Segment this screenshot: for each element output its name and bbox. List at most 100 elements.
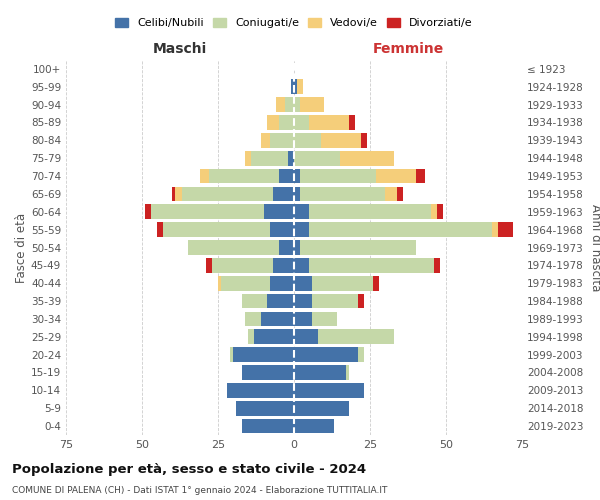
Bar [233,348,294,362]
Bar [397,186,403,201]
Y-axis label: Fasce di età: Fasce di età [15,212,28,282]
Bar [294,222,309,237]
Bar [236,401,294,415]
Bar [279,168,294,184]
Bar [294,98,300,112]
Bar [437,204,443,219]
Bar [242,365,294,380]
Bar [248,330,254,344]
Bar [242,294,266,308]
Text: Femmine: Femmine [373,42,443,56]
Bar [188,240,279,255]
Legend: Celibi/Nubili, Coniugati/e, Vedovi/e, Divorziati/e: Celibi/Nubili, Coniugati/e, Vedovi/e, Di… [111,13,477,32]
Bar [294,80,297,94]
Bar [319,330,394,344]
Bar [145,204,151,219]
Bar [276,98,285,112]
Bar [431,204,437,219]
Bar [294,312,312,326]
Bar [294,151,340,166]
Bar [209,168,279,184]
Y-axis label: Anni di nascita: Anni di nascita [589,204,600,291]
Bar [294,258,309,272]
Bar [269,276,294,290]
Bar [218,276,221,290]
Bar [349,115,355,130]
Bar [346,365,349,380]
Bar [300,240,416,255]
Bar [294,419,334,434]
Bar [260,312,294,326]
Bar [200,168,209,184]
Bar [358,294,364,308]
Bar [212,258,273,272]
Bar [309,204,431,219]
Bar [358,348,364,362]
Bar [163,222,269,237]
Bar [294,168,300,184]
Bar [434,258,440,272]
Bar [269,222,294,237]
Bar [300,168,376,184]
Bar [294,294,312,308]
Bar [230,348,233,362]
Bar [312,294,358,308]
Bar [309,222,491,237]
Bar [245,312,260,326]
Bar [300,98,325,112]
Bar [266,115,279,130]
Bar [300,186,385,201]
Bar [291,80,294,94]
Bar [309,258,434,272]
Bar [312,276,373,290]
Bar [157,222,163,237]
Bar [361,133,367,148]
Bar [266,294,294,308]
Bar [322,133,361,148]
Bar [260,133,269,148]
Bar [294,204,309,219]
Bar [294,133,322,148]
Bar [182,186,273,201]
Bar [294,348,358,362]
Bar [279,240,294,255]
Bar [294,115,309,130]
Bar [242,419,294,434]
Bar [294,365,346,380]
Bar [172,186,175,201]
Bar [312,312,337,326]
Bar [294,276,312,290]
Bar [294,240,300,255]
Bar [294,401,349,415]
Bar [297,80,303,94]
Bar [269,133,294,148]
Bar [294,383,364,398]
Bar [309,115,349,130]
Bar [385,186,397,201]
Bar [373,276,379,290]
Bar [340,151,394,166]
Bar [151,204,263,219]
Bar [294,186,300,201]
Text: COMUNE DI PALENA (CH) - Dati ISTAT 1° gennaio 2024 - Elaborazione TUTTITALIA.IT: COMUNE DI PALENA (CH) - Dati ISTAT 1° ge… [12,486,388,495]
Bar [206,258,212,272]
Bar [285,98,294,112]
Bar [273,258,294,272]
Bar [288,151,294,166]
Bar [221,276,269,290]
Text: Popolazione per età, sesso e stato civile - 2024: Popolazione per età, sesso e stato civil… [12,462,366,475]
Bar [273,186,294,201]
Bar [251,151,288,166]
Bar [227,383,294,398]
Bar [279,115,294,130]
Bar [491,222,497,237]
Bar [263,204,294,219]
Bar [294,330,319,344]
Bar [254,330,294,344]
Bar [497,222,513,237]
Bar [245,151,251,166]
Bar [416,168,425,184]
Text: Maschi: Maschi [153,42,207,56]
Bar [376,168,416,184]
Bar [175,186,182,201]
